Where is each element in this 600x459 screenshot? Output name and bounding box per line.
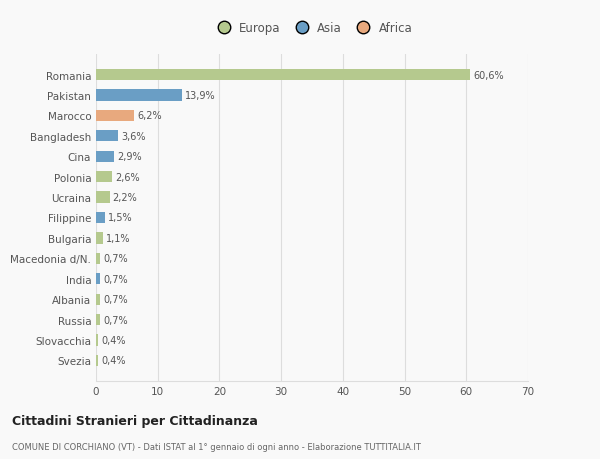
Text: COMUNE DI CORCHIANO (VT) - Dati ISTAT al 1° gennaio di ogni anno - Elaborazione : COMUNE DI CORCHIANO (VT) - Dati ISTAT al… — [12, 442, 421, 451]
Bar — [96, 192, 110, 203]
Text: 2,2%: 2,2% — [113, 193, 137, 203]
Text: Cittadini Stranieri per Cittadinanza: Cittadini Stranieri per Cittadinanza — [12, 414, 258, 428]
Bar — [96, 70, 470, 81]
Bar — [96, 355, 98, 366]
Bar — [96, 131, 118, 142]
Bar — [96, 213, 105, 224]
Bar — [96, 111, 134, 122]
Bar — [96, 233, 103, 244]
Bar — [96, 314, 100, 325]
Text: 3,6%: 3,6% — [121, 132, 146, 141]
Bar — [96, 151, 114, 162]
Bar — [96, 274, 100, 285]
Bar — [96, 253, 100, 264]
Text: 2,6%: 2,6% — [115, 172, 140, 182]
Bar — [96, 335, 98, 346]
Text: 0,7%: 0,7% — [103, 254, 128, 264]
Text: 60,6%: 60,6% — [473, 71, 503, 80]
Text: 0,7%: 0,7% — [103, 315, 128, 325]
Text: 0,7%: 0,7% — [103, 295, 128, 304]
Text: 2,9%: 2,9% — [117, 152, 142, 162]
Text: 1,5%: 1,5% — [109, 213, 133, 223]
Bar — [96, 90, 182, 101]
Text: 6,2%: 6,2% — [137, 111, 162, 121]
Text: 0,4%: 0,4% — [101, 335, 126, 345]
Text: 0,4%: 0,4% — [101, 356, 126, 365]
Text: 1,1%: 1,1% — [106, 233, 130, 243]
Text: 13,9%: 13,9% — [185, 91, 215, 101]
Legend: Europa, Asia, Africa: Europa, Asia, Africa — [212, 22, 412, 35]
Text: 0,7%: 0,7% — [103, 274, 128, 284]
Bar — [96, 294, 100, 305]
Bar — [96, 172, 112, 183]
